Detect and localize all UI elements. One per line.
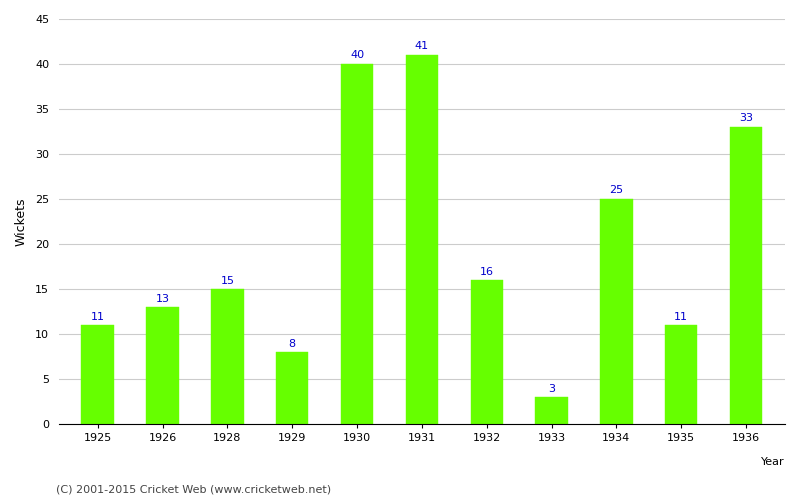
Text: (C) 2001-2015 Cricket Web (www.cricketweb.net): (C) 2001-2015 Cricket Web (www.cricketwe… (56, 485, 331, 495)
Bar (406, 55, 438, 424)
Text: 8: 8 (289, 338, 296, 348)
Bar (470, 280, 503, 424)
Y-axis label: Wickets: Wickets (15, 198, 28, 246)
Bar (535, 397, 568, 424)
Bar (276, 352, 309, 424)
Text: 3: 3 (548, 384, 555, 394)
Text: 16: 16 (480, 266, 494, 276)
Text: Year: Year (762, 456, 785, 466)
Bar (82, 325, 114, 424)
Text: 25: 25 (610, 186, 623, 196)
Text: 33: 33 (739, 114, 753, 124)
Text: 40: 40 (350, 50, 364, 60)
Bar (600, 199, 633, 424)
Text: 11: 11 (90, 312, 105, 322)
Bar (341, 64, 374, 424)
Bar (730, 127, 762, 424)
Text: 41: 41 (415, 42, 429, 51)
Text: 13: 13 (155, 294, 170, 304)
Bar (211, 289, 243, 424)
Text: 11: 11 (674, 312, 688, 322)
Bar (146, 307, 178, 424)
Bar (665, 325, 698, 424)
Text: 15: 15 (220, 276, 234, 285)
